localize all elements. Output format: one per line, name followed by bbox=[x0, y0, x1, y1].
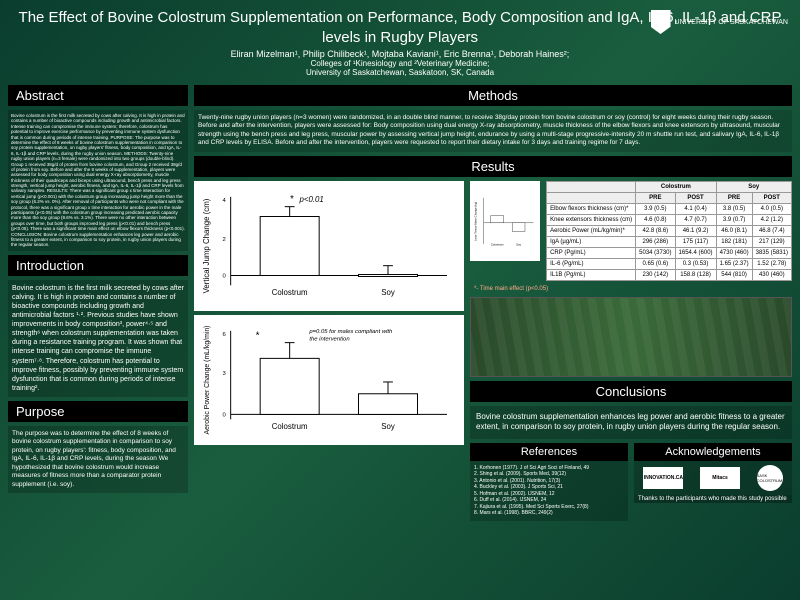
svg-text:0: 0 bbox=[222, 412, 226, 418]
chart2-star: * bbox=[255, 330, 260, 341]
methods-text: Twenty-nine rugby union players (n=3 wom… bbox=[194, 110, 792, 152]
ack-header: Acknowledgements bbox=[634, 443, 792, 461]
results-area: Vertical Jump Change (cm) 4 2 0 Colostru… bbox=[194, 181, 792, 587]
left-column: Abstract Bovine colostrum is the first m… bbox=[8, 85, 188, 587]
charts-column: Vertical Jump Change (cm) 4 2 0 Colostru… bbox=[194, 181, 464, 587]
svg-text:6: 6 bbox=[222, 332, 226, 338]
authors: Eliran Mizelman¹, Philip Chilibeck¹, Moj… bbox=[12, 49, 788, 59]
aerobic-power-chart: Aerobic Power Change (mL/kg/min) 6 3 0 C… bbox=[194, 315, 464, 445]
svg-text:Colostrum: Colostrum bbox=[491, 242, 505, 246]
right-column: Methods Twenty-nine rugby union players … bbox=[194, 85, 792, 587]
university: University of Saskatchewan, Saskatoon, S… bbox=[12, 68, 788, 77]
intro-text: Bovine colostrum is the first milk secre… bbox=[8, 280, 188, 397]
svg-text:Lean Tissue Mass Change (kg): Lean Tissue Mass Change (kg) bbox=[474, 201, 478, 240]
references-list: 1. Korhonen (1977). J of Sci Agri Soci o… bbox=[470, 461, 628, 521]
lean-mass-chart: Lean Tissue Mass Change (kg) Colostrum S… bbox=[470, 181, 540, 261]
chart1-annotation: p<0.01 bbox=[299, 195, 324, 204]
abstract-text: Bovine colostrum is the first milk secre… bbox=[8, 110, 188, 251]
results-table: ColostrumSoy PREPOSTPREPOST Elbow flexor… bbox=[546, 181, 792, 281]
shield-icon bbox=[651, 10, 671, 34]
chart1-bar-soy bbox=[359, 274, 418, 276]
ack-footer: Thanks to the participants who made this… bbox=[634, 495, 792, 503]
chart1-ylabel: Vertical Jump Change (cm) bbox=[202, 198, 211, 293]
purpose-text: The purpose was to determine the effect … bbox=[8, 426, 188, 493]
conclusions-header: Conclusions bbox=[470, 381, 792, 402]
vertical-jump-chart: Vertical Jump Change (cm) 4 2 0 Colostru… bbox=[194, 181, 464, 311]
poster-header: The Effect of Bovine Colostrum Supplemen… bbox=[0, 0, 800, 85]
chart1-star: * bbox=[290, 194, 295, 205]
chart2-ylabel: Aerobic Power Change (mL/kg/min) bbox=[204, 325, 211, 434]
chart2-annotation: p=0.05 for males compliant with bbox=[308, 329, 392, 335]
chart1-cat1: Colostrum bbox=[272, 288, 308, 297]
mitacs-logo: Mitacs bbox=[700, 467, 740, 489]
references-header: References bbox=[470, 443, 628, 461]
chart1-cat2: Soy bbox=[381, 288, 395, 297]
affiliation: Colleges of ¹Kinesiology and ²Veterinary… bbox=[12, 59, 788, 68]
ack-logos: INNOVATION.CA Mitacs SASK COLOSTRUM bbox=[634, 461, 792, 495]
chart2-bar-soy bbox=[359, 394, 418, 415]
abstract-header: Abstract bbox=[8, 85, 188, 106]
svg-text:3: 3 bbox=[222, 371, 226, 377]
bottom-row: References 1. Korhonen (1977). J of Sci … bbox=[470, 443, 792, 521]
results-right: Lean Tissue Mass Change (kg) Colostrum S… bbox=[470, 181, 792, 587]
chart1-bar-colostrum bbox=[260, 216, 319, 275]
svg-text:Soy: Soy bbox=[516, 242, 521, 246]
conclusions-text: Bovine colostrum supplementation enhance… bbox=[470, 406, 792, 439]
chart2-cat1: Colostrum bbox=[272, 422, 308, 431]
innovation-logo: INNOVATION.CA bbox=[643, 467, 683, 489]
svg-text:2: 2 bbox=[222, 237, 225, 243]
colostrum-logo: SASK COLOSTRUM bbox=[757, 465, 783, 491]
university-logo: UNIVERSITY OF SASKATCHEWAN bbox=[651, 10, 788, 34]
purpose-header: Purpose bbox=[8, 401, 188, 422]
results-header: Results bbox=[194, 156, 792, 177]
chart2-bar-colostrum bbox=[260, 358, 319, 414]
svg-text:0: 0 bbox=[222, 273, 226, 279]
chart2-cat2: Soy bbox=[381, 422, 395, 431]
table-footnote: *- Time main effect (p<0.05) bbox=[470, 285, 792, 293]
methods-header: Methods bbox=[194, 85, 792, 106]
rugby-photo bbox=[470, 297, 792, 377]
svg-text:4: 4 bbox=[222, 198, 226, 204]
svg-text:the intervention: the intervention bbox=[309, 336, 350, 342]
intro-header: Introduction bbox=[8, 255, 188, 276]
